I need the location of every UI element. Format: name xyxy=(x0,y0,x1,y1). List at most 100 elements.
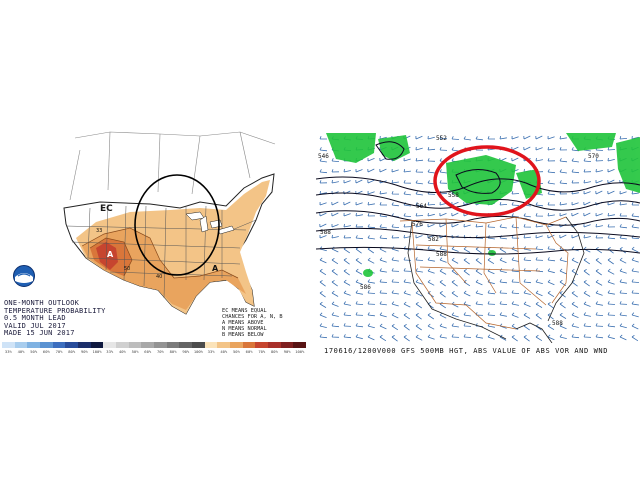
wind-barb xyxy=(619,190,627,195)
wind-barb xyxy=(439,223,447,228)
wind-barb xyxy=(439,257,447,263)
wind-barb xyxy=(547,290,555,298)
wind-barb xyxy=(559,147,568,151)
wind-barb xyxy=(499,301,508,305)
wind-barb xyxy=(391,312,399,319)
wind-barb xyxy=(631,202,639,206)
height-label: 588 xyxy=(552,320,563,327)
scale-swatch xyxy=(166,342,180,348)
wind-barb xyxy=(475,268,483,276)
wind-barb xyxy=(535,202,544,207)
wind-barb xyxy=(331,201,339,206)
wind-barb xyxy=(535,146,543,151)
wind-barb xyxy=(355,179,363,184)
wind-barb xyxy=(439,279,446,287)
scale-label: 100% xyxy=(295,349,305,354)
wind-barb xyxy=(547,234,555,239)
wind-barb xyxy=(367,323,375,329)
wind-barb xyxy=(595,157,604,162)
wind-barb xyxy=(607,323,616,328)
wind-barb xyxy=(487,290,496,295)
wind-barb xyxy=(415,313,422,320)
scale-swatch xyxy=(141,342,155,348)
wind-barb xyxy=(367,179,375,184)
wind-barb xyxy=(415,212,424,217)
scale-swatch xyxy=(280,342,294,348)
wind-barb xyxy=(415,180,423,185)
wind-barb xyxy=(583,179,591,184)
wind-barb xyxy=(607,179,615,184)
scale-swatch xyxy=(40,342,53,348)
wind-barb xyxy=(547,158,556,162)
wind-barb xyxy=(475,334,483,339)
wind-barb xyxy=(451,312,459,318)
wind-barb xyxy=(475,223,484,228)
noaa-logo xyxy=(13,265,35,287)
height-label: 588 xyxy=(436,251,447,258)
wind-barb xyxy=(379,168,387,173)
wind-barb xyxy=(631,290,640,294)
wind-barb xyxy=(415,268,423,273)
wind-barb xyxy=(547,313,554,320)
wind-barb xyxy=(415,334,423,341)
outlook-caption: ONE-MONTH OUTLOOK TEMPERATURE PROBABILIT… xyxy=(4,299,106,338)
wind-barb xyxy=(403,301,411,308)
wind-barb xyxy=(583,280,590,287)
wind-barb xyxy=(547,191,556,196)
scale-swatch xyxy=(14,342,28,348)
wind-barb xyxy=(367,279,375,284)
scale-label: 50% xyxy=(233,349,240,354)
wind-barb xyxy=(451,136,460,140)
wind-barb xyxy=(319,323,327,328)
wind-barb xyxy=(607,201,615,206)
wind-barb xyxy=(583,323,592,327)
wind-barb xyxy=(355,323,364,328)
scale-swatch xyxy=(268,342,281,348)
wind-barb xyxy=(355,224,364,228)
wind-barb xyxy=(523,135,531,140)
wind-barb xyxy=(343,235,352,239)
wind-barb xyxy=(583,169,592,173)
wind-barb xyxy=(331,257,339,265)
wind-barb xyxy=(331,280,338,287)
wind-barb xyxy=(631,323,639,330)
wind-barb xyxy=(607,190,615,195)
coastline xyxy=(407,216,585,343)
scale-swatch xyxy=(192,342,205,348)
wind-barb xyxy=(475,301,483,306)
wind-barb xyxy=(511,213,519,218)
wind-barb xyxy=(427,279,435,286)
wind-barb xyxy=(379,257,387,263)
wind-barb xyxy=(451,147,459,152)
wind-barb xyxy=(391,290,399,295)
wind-barb xyxy=(631,191,639,195)
wind-barb xyxy=(523,279,532,284)
wind-barb xyxy=(511,268,520,273)
wind-barb xyxy=(535,135,543,140)
wind-barb xyxy=(367,202,375,206)
highlight-circle xyxy=(433,145,541,217)
wind-barb xyxy=(619,213,627,217)
wind-barb xyxy=(499,290,508,294)
scale-swatch xyxy=(90,342,104,348)
wind-barb xyxy=(463,301,471,307)
wind-barb xyxy=(331,269,338,276)
scale-swatch xyxy=(204,342,218,348)
scale-label: 40% xyxy=(17,349,25,354)
wind-barb xyxy=(619,323,627,329)
wind-barb xyxy=(547,257,556,262)
wind-barb xyxy=(319,280,326,287)
wind-barb xyxy=(391,168,399,173)
wind-barb xyxy=(343,323,352,327)
wind-barb xyxy=(631,268,639,273)
wind-barb xyxy=(523,146,531,151)
wind-barb xyxy=(415,290,423,297)
wind-barb xyxy=(607,268,615,275)
wind-barb xyxy=(595,323,604,327)
wind-barb xyxy=(391,268,400,272)
wind-barb xyxy=(559,257,567,263)
wind-barb xyxy=(415,279,423,285)
wind-barb xyxy=(403,180,412,184)
wind-barb xyxy=(595,190,603,195)
scale-label: 90% xyxy=(182,349,190,354)
